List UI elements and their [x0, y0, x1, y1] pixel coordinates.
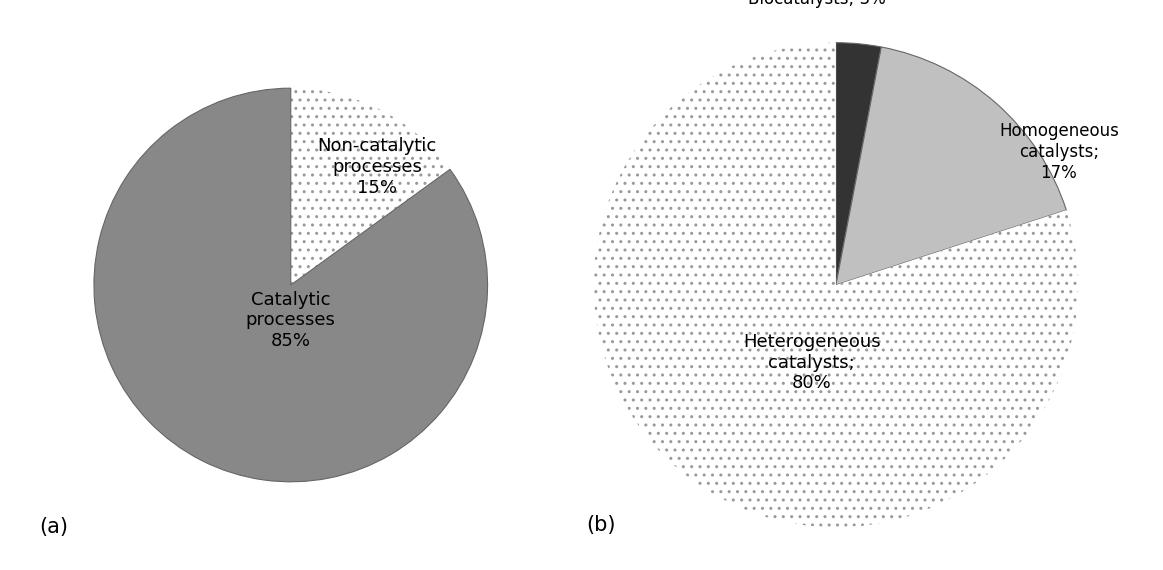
Text: Catalytic
processes
85%: Catalytic processes 85%	[245, 291, 336, 350]
Wedge shape	[94, 88, 487, 482]
Text: (b): (b)	[586, 515, 616, 535]
Wedge shape	[836, 43, 882, 285]
Text: Biocatalysts; 3%: Biocatalysts; 3%	[748, 0, 885, 8]
Wedge shape	[593, 43, 1078, 527]
Text: Homogeneous
catalysts;
17%: Homogeneous catalysts; 17%	[999, 122, 1119, 181]
Wedge shape	[836, 47, 1066, 285]
Text: (a): (a)	[38, 517, 67, 537]
Text: Non-catalytic
processes
15%: Non-catalytic processes 15%	[317, 137, 437, 197]
Text: Heterogeneous
catalysts;
80%: Heterogeneous catalysts; 80%	[743, 333, 880, 392]
Wedge shape	[291, 88, 450, 285]
